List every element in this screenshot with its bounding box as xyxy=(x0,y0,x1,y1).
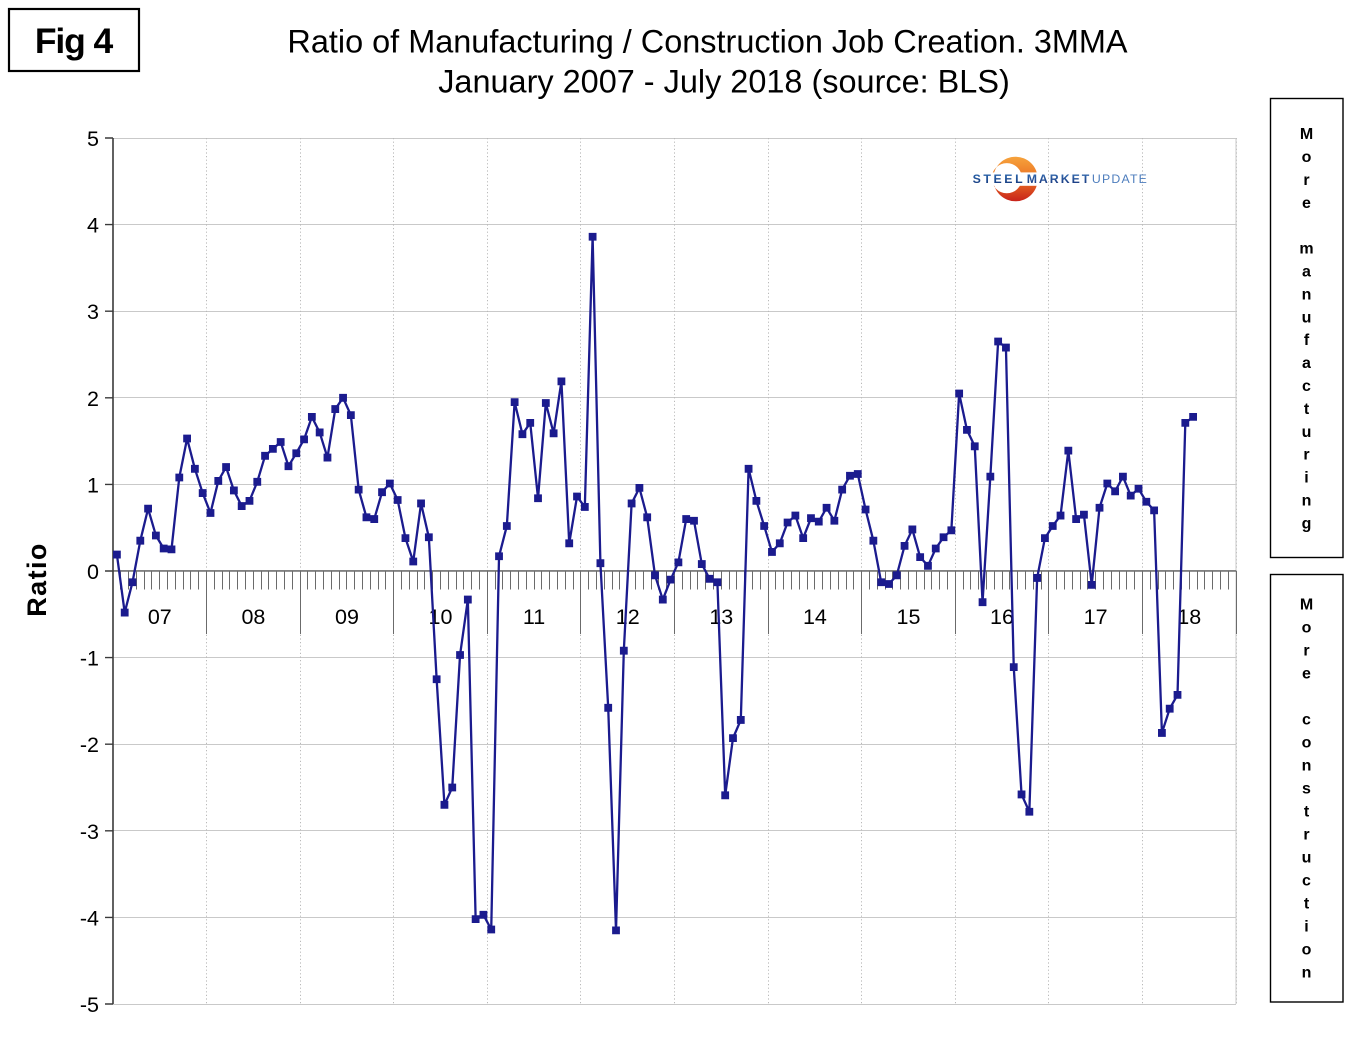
svg-text:STEEL: STEEL xyxy=(973,172,1026,186)
svg-text:r: r xyxy=(1303,827,1309,844)
svg-text:16: 16 xyxy=(990,605,1014,629)
svg-text:08: 08 xyxy=(241,605,265,629)
svg-text:o: o xyxy=(1302,942,1312,959)
svg-text:January 2007 - July 2018 (sour: January 2007 - July 2018 (source: BLS) xyxy=(438,64,1010,100)
svg-text:11: 11 xyxy=(523,605,545,629)
svg-text:2: 2 xyxy=(87,387,99,411)
svg-text:-1: -1 xyxy=(80,647,99,671)
svg-text:c: c xyxy=(1302,873,1311,890)
svg-text:1: 1 xyxy=(87,473,99,497)
svg-text:12: 12 xyxy=(616,605,640,629)
svg-text:-2: -2 xyxy=(80,733,99,757)
svg-text:15: 15 xyxy=(897,605,921,629)
svg-text:t: t xyxy=(1304,804,1310,821)
svg-text:e: e xyxy=(1302,195,1311,212)
svg-text:18: 18 xyxy=(1177,605,1201,629)
svg-text:r: r xyxy=(1303,447,1309,464)
svg-text:r: r xyxy=(1303,172,1309,189)
svg-text:t: t xyxy=(1304,896,1310,913)
svg-text:o: o xyxy=(1302,620,1312,637)
svg-text:07: 07 xyxy=(148,605,172,629)
svg-text:n: n xyxy=(1302,965,1312,982)
svg-text:-5: -5 xyxy=(80,993,99,1017)
svg-text:Ratio: Ratio xyxy=(22,542,52,617)
svg-text:Ratio of Manufacturing / Const: Ratio of Manufacturing / Construction Jo… xyxy=(287,24,1128,60)
svg-text:0: 0 xyxy=(87,560,99,584)
svg-text:u: u xyxy=(1302,309,1312,326)
svg-text:17: 17 xyxy=(1084,605,1108,629)
svg-text:5: 5 xyxy=(87,127,99,151)
svg-text:MARKET: MARKET xyxy=(1027,172,1092,186)
svg-text:f: f xyxy=(1304,332,1310,349)
svg-text:o: o xyxy=(1302,149,1312,166)
svg-text:m: m xyxy=(1299,241,1313,258)
svg-text:g: g xyxy=(1302,515,1312,532)
svg-text:o: o xyxy=(1302,735,1312,752)
svg-text:u: u xyxy=(1302,850,1312,867)
svg-text:M: M xyxy=(1300,597,1313,614)
svg-text:a: a xyxy=(1302,355,1311,372)
svg-text:14: 14 xyxy=(803,605,827,629)
svg-text:3: 3 xyxy=(87,300,99,324)
svg-text:n: n xyxy=(1302,758,1312,775)
svg-text:M: M xyxy=(1300,126,1313,143)
svg-text:-3: -3 xyxy=(80,820,99,844)
svg-text:13: 13 xyxy=(709,605,733,629)
svg-text:n: n xyxy=(1302,493,1312,510)
svg-text:u: u xyxy=(1302,424,1312,441)
svg-text:r: r xyxy=(1303,643,1309,660)
svg-text:a: a xyxy=(1302,264,1311,281)
svg-text:4: 4 xyxy=(87,214,99,238)
svg-text:c: c xyxy=(1302,378,1311,395)
svg-text:i: i xyxy=(1304,919,1308,936)
svg-text:s: s xyxy=(1302,781,1311,798)
svg-text:i: i xyxy=(1304,470,1308,487)
svg-text:-4: -4 xyxy=(80,906,99,930)
svg-text:UPDATE: UPDATE xyxy=(1092,172,1148,186)
svg-text:Fig 4: Fig 4 xyxy=(35,21,114,61)
svg-text:09: 09 xyxy=(335,605,359,629)
svg-text:c: c xyxy=(1302,712,1311,729)
svg-text:e: e xyxy=(1302,666,1311,683)
svg-text:t: t xyxy=(1304,401,1310,418)
svg-text:n: n xyxy=(1302,286,1312,303)
